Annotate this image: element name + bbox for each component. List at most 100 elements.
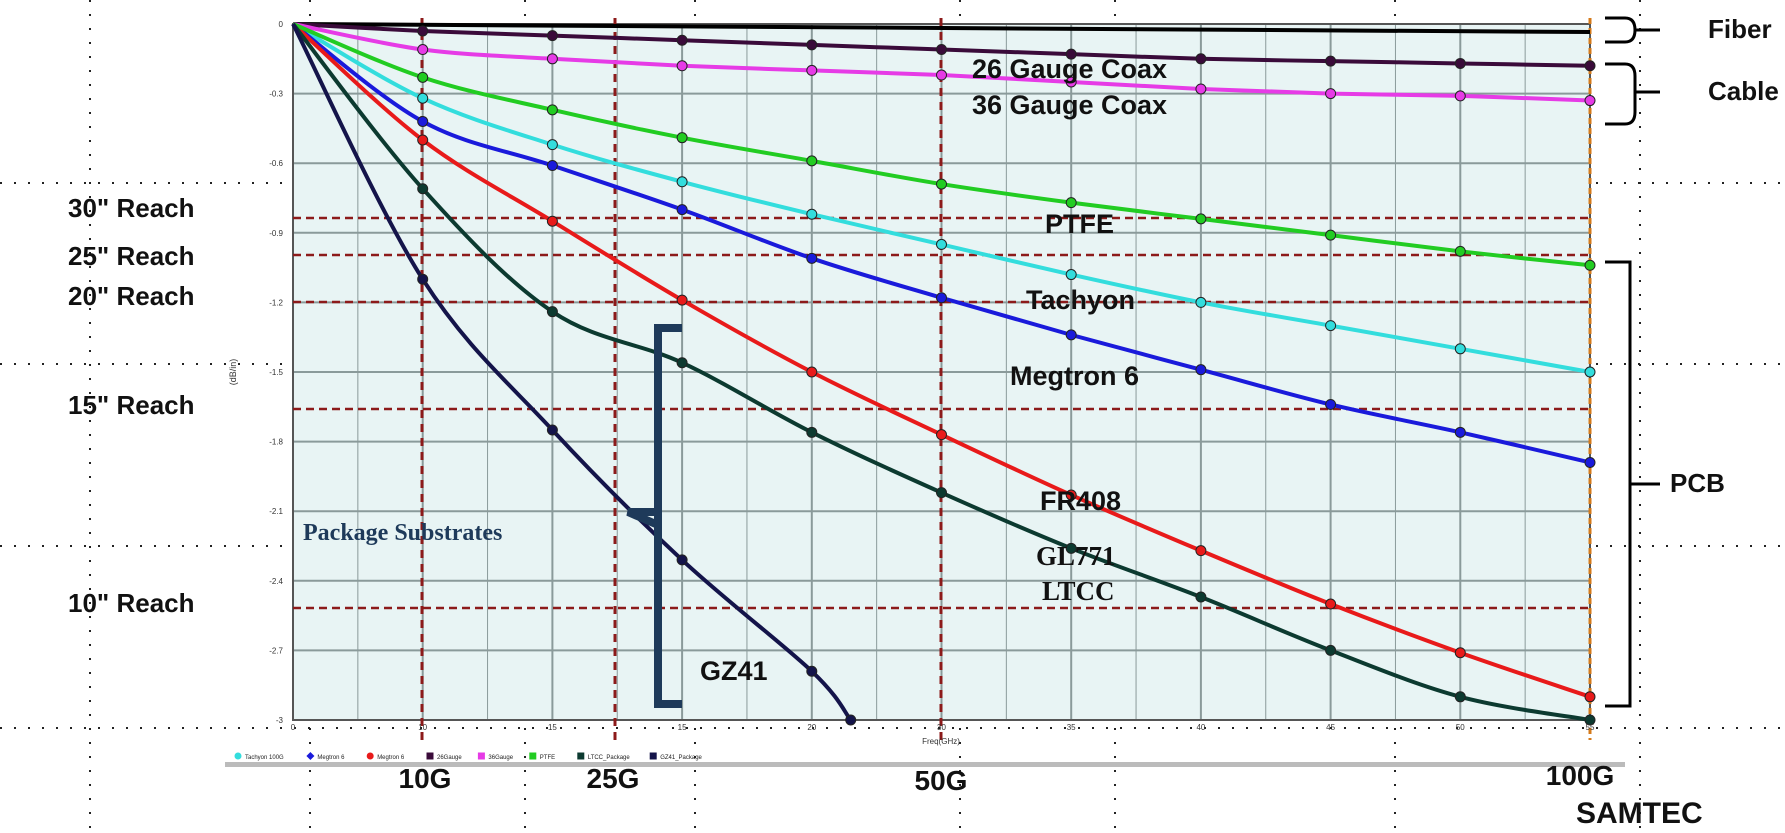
reach-lines	[293, 216, 1590, 610]
freq-label-50g: 50G	[915, 765, 968, 796]
series-point	[1325, 644, 1337, 656]
series-point	[1325, 320, 1337, 332]
series-point	[806, 208, 818, 220]
series-label-fr408: FR408	[1040, 486, 1121, 516]
brand-logo: SAMTEC	[1576, 797, 1703, 828]
y-tick-label: -2.1	[269, 507, 283, 516]
freq-label-100g: 100G	[1546, 760, 1615, 791]
package-bracket	[626, 324, 682, 708]
package-substrates-label: Package Substrates	[303, 520, 502, 546]
series-point	[676, 176, 688, 188]
legend: Tachyon 100G Megtron 6 Megtron 6 26Gauge 36G…	[234, 752, 703, 761]
y-tick-label: -2.7	[269, 646, 283, 655]
y-tick-label: -2.4	[269, 577, 283, 586]
x-tick-label: 10	[418, 723, 427, 732]
pcb-label: PCB	[1670, 468, 1725, 498]
x-tick-label: 0	[291, 723, 296, 732]
freq-label-25g: 25G	[587, 763, 640, 794]
legend-item: Tachyon 100G	[234, 752, 284, 761]
y-axis-label: (dB/in)	[228, 359, 238, 386]
series-point	[676, 132, 688, 144]
series-point	[417, 71, 429, 83]
series-point	[1325, 229, 1337, 241]
x-tick-label: 35	[1067, 723, 1076, 732]
series-point	[417, 134, 429, 146]
series-label-36gauge: 36 Gauge Coax	[972, 90, 1167, 120]
series-label-ltcc-line2: LTCC	[1042, 576, 1115, 606]
series-label-ptfe: PTFE	[1045, 209, 1114, 239]
series-point	[1065, 329, 1077, 341]
x-axis-label: Freq(GHz)	[922, 737, 960, 746]
series-point	[1584, 714, 1596, 726]
series-point	[417, 115, 429, 127]
series-point	[546, 53, 558, 65]
series-point	[1195, 545, 1207, 557]
legend-item: GZ41_Package	[649, 752, 703, 761]
series-point	[1195, 213, 1207, 225]
series-point	[546, 104, 558, 116]
series-point	[546, 215, 558, 227]
series-point	[806, 426, 818, 438]
series-point	[417, 183, 429, 195]
series-point	[1454, 90, 1466, 102]
reach-label-30: 30" Reach	[68, 193, 195, 223]
series-point	[1065, 269, 1077, 281]
legend-item: PTFE	[529, 752, 555, 761]
legend-marker	[366, 752, 374, 760]
series-point	[417, 44, 429, 56]
series-point	[676, 294, 688, 306]
y-tick-label: -0.6	[269, 159, 283, 168]
series-point	[1454, 647, 1466, 659]
series-line	[291, 22, 1591, 699]
fiber-label: Fiber	[1708, 14, 1772, 44]
series-point	[1454, 343, 1466, 355]
series-point	[417, 273, 429, 285]
fiber-line	[292, 22, 1591, 34]
series-point	[1195, 53, 1207, 65]
series-point	[1195, 364, 1207, 376]
legend-item: 36Gauge	[477, 752, 514, 761]
series-point	[845, 714, 857, 726]
y-tick-label: -3	[276, 716, 284, 725]
series-point	[936, 429, 947, 441]
y-tick-label: 0	[279, 20, 284, 29]
series-point	[1065, 197, 1077, 209]
reach-label-10: 10" Reach	[68, 588, 195, 618]
legend-label: 36Gauge	[488, 755, 513, 761]
series-point	[1584, 95, 1596, 107]
series-point	[1584, 456, 1596, 468]
series-point	[1065, 76, 1077, 88]
series-point	[1584, 691, 1596, 703]
series-point	[1584, 259, 1596, 271]
legend-item: 26Gauge	[426, 752, 462, 761]
reach-label-25: 25" Reach	[68, 241, 195, 271]
series-point	[1325, 88, 1337, 100]
series-point	[676, 60, 688, 72]
series-point	[806, 64, 818, 76]
legend-marker	[577, 752, 585, 760]
legend-marker	[234, 752, 242, 760]
series-point	[676, 34, 688, 46]
cable-bracket	[1605, 62, 1660, 126]
series-point	[1454, 691, 1466, 703]
series-point	[417, 25, 429, 37]
legend-label: LTCC_Package	[588, 755, 631, 761]
reach-label-20: 20" Reach	[68, 281, 195, 311]
series-point	[546, 139, 558, 151]
series-point	[676, 357, 688, 369]
series-point	[936, 487, 947, 499]
tick-labels: 0 -0.3 -0.6 -0.9 -1.2 -1.5 -1.8 -2.1 -2.4 -2.7 -3 0…	[269, 20, 1595, 732]
series-label-26gauge: 26 Gauge Coax	[972, 54, 1167, 84]
series-point	[546, 424, 558, 436]
series-point	[936, 238, 947, 250]
y-tick-label: -1.2	[269, 298, 283, 307]
series-point	[546, 160, 558, 172]
x-tick-label: 15	[678, 723, 687, 732]
legend-label: Megtron 6	[317, 755, 345, 761]
y-tick-label: -0.9	[269, 229, 283, 238]
series-point	[1325, 398, 1337, 410]
series-point	[936, 178, 947, 190]
legend-item: Megtron 6	[366, 752, 405, 761]
legend-marker	[306, 752, 315, 760]
series-point	[806, 155, 818, 167]
